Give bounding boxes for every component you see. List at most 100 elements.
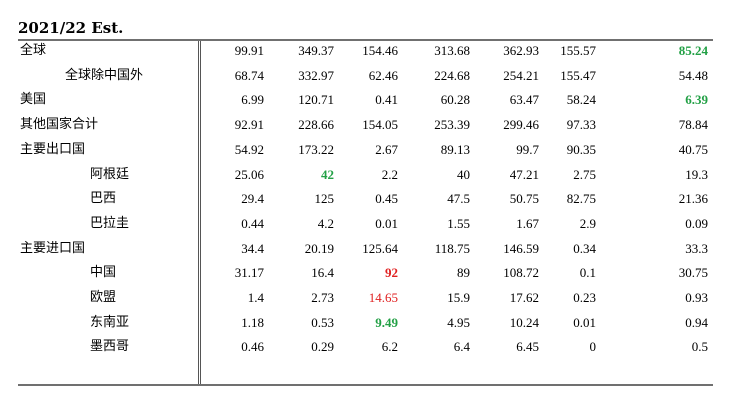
table-cell: 0.01 <box>573 314 596 330</box>
table-cell: 6.45 <box>516 339 539 355</box>
row-label: 主要进口国 <box>20 240 86 256</box>
table-row: 巴拉圭 0.44 4.2 0.01 1.55 1.67 2.9 0.09 <box>0 214 742 238</box>
table-cell: 0.01 <box>375 215 398 231</box>
table-row: 巴西 29.4 125 0.45 47.5 50.75 82.75 21.36 <box>0 189 742 213</box>
table-cell: 0.23 <box>573 290 596 305</box>
table-row: 全球除中国外 68.74 332.97 62.46 224.68 254.21 155.47… <box>0 66 742 90</box>
table-cell: 47.21 <box>509 166 539 182</box>
table-cell: 0.34 <box>573 240 596 256</box>
table-cell: 253.39 <box>434 117 470 133</box>
table-cell: 68.74 <box>234 67 264 83</box>
row-label: 阿根廷 <box>90 166 130 182</box>
table-cell: 332.97 <box>298 67 334 83</box>
table-cell: 0.46 <box>241 339 264 355</box>
table-cell: 9.49 <box>375 314 398 330</box>
table-cell: 0.93 <box>685 290 708 305</box>
table-cell: 1.67 <box>516 215 539 231</box>
table-row: 东南亚 1.18 0.53 9.49 4.95 10.24 0.01 0.94 <box>0 313 742 337</box>
table-cell: 33.3 <box>685 240 708 256</box>
table-row: 主要进口国 34.4 20.19 125.64 118.75 146.59 0.34 33.3 <box>0 239 742 263</box>
table-row: 墨西哥 0.46 0.29 6.2 6.4 6.45 0 0.5 <box>0 337 742 361</box>
table-cell: 362.93 <box>503 43 539 58</box>
table-cell: 6.99 <box>241 92 264 108</box>
table-row: 中国 31.17 16.4 92 89 108.72 0.1 30.75 <box>0 263 742 287</box>
table-cell: 154.46 <box>362 43 398 58</box>
table-row: 全球 99.91 349.37 154.46 313.68 362.93 155.57 85.… <box>0 41 742 65</box>
table-cell: 58.24 <box>566 92 596 108</box>
table-cell: 155.47 <box>560 67 596 83</box>
table-cell: 40 <box>457 166 470 182</box>
table-cell: 85.24 <box>678 43 708 58</box>
row-label: 欧盟 <box>90 290 117 305</box>
table-cell: 50.75 <box>509 191 539 207</box>
row-label: 全球 <box>20 43 47 58</box>
table-cell: 54.48 <box>678 67 708 83</box>
table-cell: 16.4 <box>311 265 334 281</box>
table-cell: 4.2 <box>317 215 334 231</box>
top-rule <box>18 39 713 41</box>
table-cell: 63.47 <box>509 92 539 108</box>
table-cell: 108.72 <box>503 265 539 281</box>
table-cell: 19.3 <box>685 166 708 182</box>
table-cell: 78.84 <box>678 117 708 133</box>
row-label: 全球除中国外 <box>65 67 144 83</box>
table-cell: 0.29 <box>311 339 334 355</box>
table-cell: 120.71 <box>298 92 334 108</box>
table-cell: 54.92 <box>234 141 264 157</box>
table-cell: 92.91 <box>234 117 264 133</box>
table-row: 其他国家合计 92.91 228.66 154.05 253.39 299.46 97.33… <box>0 115 742 139</box>
table-cell: 0.1 <box>579 265 596 281</box>
table-cell: 125.64 <box>362 240 398 256</box>
table-cell: 90.35 <box>566 141 596 157</box>
row-label: 东南亚 <box>90 314 130 330</box>
row-label: 美国 <box>20 92 47 108</box>
table-cell: 34.4 <box>241 240 264 256</box>
table-cell: 99.91 <box>234 43 264 58</box>
table-cell: 40.75 <box>678 141 708 157</box>
table-cell: 99.7 <box>516 141 539 157</box>
table-cell: 21.36 <box>678 191 708 207</box>
row-label: 巴西 <box>90 191 117 207</box>
table-cell: 0.5 <box>691 339 708 355</box>
table-cell: 82.75 <box>566 191 596 207</box>
table-row: 阿根廷 25.06 42 2.2 40 47.21 2.75 19.3 <box>0 165 742 189</box>
table-cell: 2.2 <box>381 166 398 182</box>
table-cell: 30.75 <box>678 265 708 281</box>
table-cell: 2.9 <box>579 215 596 231</box>
table-cell: 118.75 <box>434 240 470 256</box>
table-cell: 10.24 <box>509 314 539 330</box>
table-cell: 17.62 <box>509 290 539 305</box>
table-cell: 0.09 <box>685 215 708 231</box>
table-cell: 20.19 <box>304 240 334 256</box>
row-label: 巴拉圭 <box>90 215 130 231</box>
column-divider <box>198 41 201 384</box>
table-cell: 2.67 <box>375 141 398 157</box>
table-cell: 1.4 <box>247 290 264 305</box>
table-cell: 0.44 <box>241 215 264 231</box>
table-cell: 31.17 <box>234 265 264 281</box>
table-cell: 0.94 <box>685 314 708 330</box>
table-cell: 89.13 <box>440 141 470 157</box>
table-cell: 25.06 <box>234 166 264 182</box>
table-cell: 29.4 <box>241 191 264 207</box>
table-cell: 349.37 <box>298 43 334 58</box>
table-cell: 154.05 <box>362 117 398 133</box>
table-cell: 1.55 <box>447 215 470 231</box>
table-cell: 92 <box>385 265 398 281</box>
table-cell: 2.75 <box>573 166 596 182</box>
table-cell: 4.95 <box>447 314 470 330</box>
table-row: 欧盟 1.4 2.73 14.65 15.9 17.62 0.23 0.93 <box>0 288 742 312</box>
table-cell: 14.65 <box>368 290 398 305</box>
table-cell: 228.66 <box>298 117 334 133</box>
table-cell: 155.57 <box>560 43 596 58</box>
table-cell: 89 <box>457 265 470 281</box>
table-cell: 0.41 <box>375 92 398 108</box>
table-cell: 0 <box>589 339 597 355</box>
row-label: 其他国家合计 <box>20 117 99 133</box>
table-title: 2021/22 Est. <box>18 19 124 37</box>
row-label: 主要出口国 <box>20 141 86 157</box>
table-cell: 42 <box>321 166 334 182</box>
table-cell: 0.45 <box>375 191 398 207</box>
table-cell: 2.73 <box>311 290 334 305</box>
table-cell: 6.4 <box>453 339 470 355</box>
